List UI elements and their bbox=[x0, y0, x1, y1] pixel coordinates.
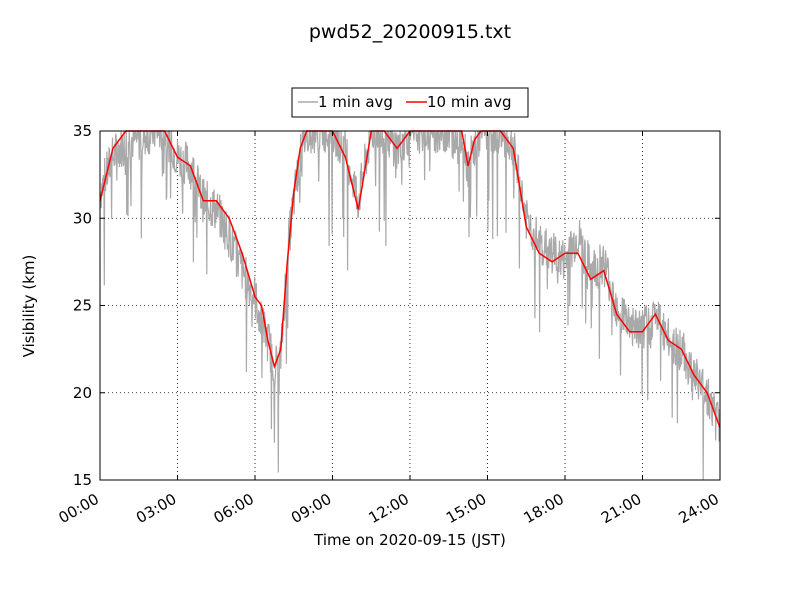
x-axis-label: Time on 2020-09-15 (JST) bbox=[313, 531, 506, 549]
y-tick-labels: 15 20 25 30 35 bbox=[73, 122, 92, 489]
y-tick-label: 30 bbox=[73, 209, 92, 227]
y-tick-label: 15 bbox=[73, 471, 92, 489]
y-axis-label: Visibility (km) bbox=[20, 255, 38, 358]
y-tick-label: 25 bbox=[73, 297, 92, 315]
y-tick-label: 20 bbox=[73, 384, 92, 402]
y-tick-label: 35 bbox=[73, 122, 92, 140]
legend-label-1min: 1 min avg bbox=[318, 93, 393, 111]
legend-label-10min: 10 min avg bbox=[427, 93, 512, 111]
chart-title: pwd52_20200915.txt bbox=[309, 21, 511, 43]
legend: 1 min avg 10 min avg bbox=[291, 87, 529, 118]
ticks bbox=[99, 130, 721, 481]
series-10min-line bbox=[99, 130, 721, 428]
